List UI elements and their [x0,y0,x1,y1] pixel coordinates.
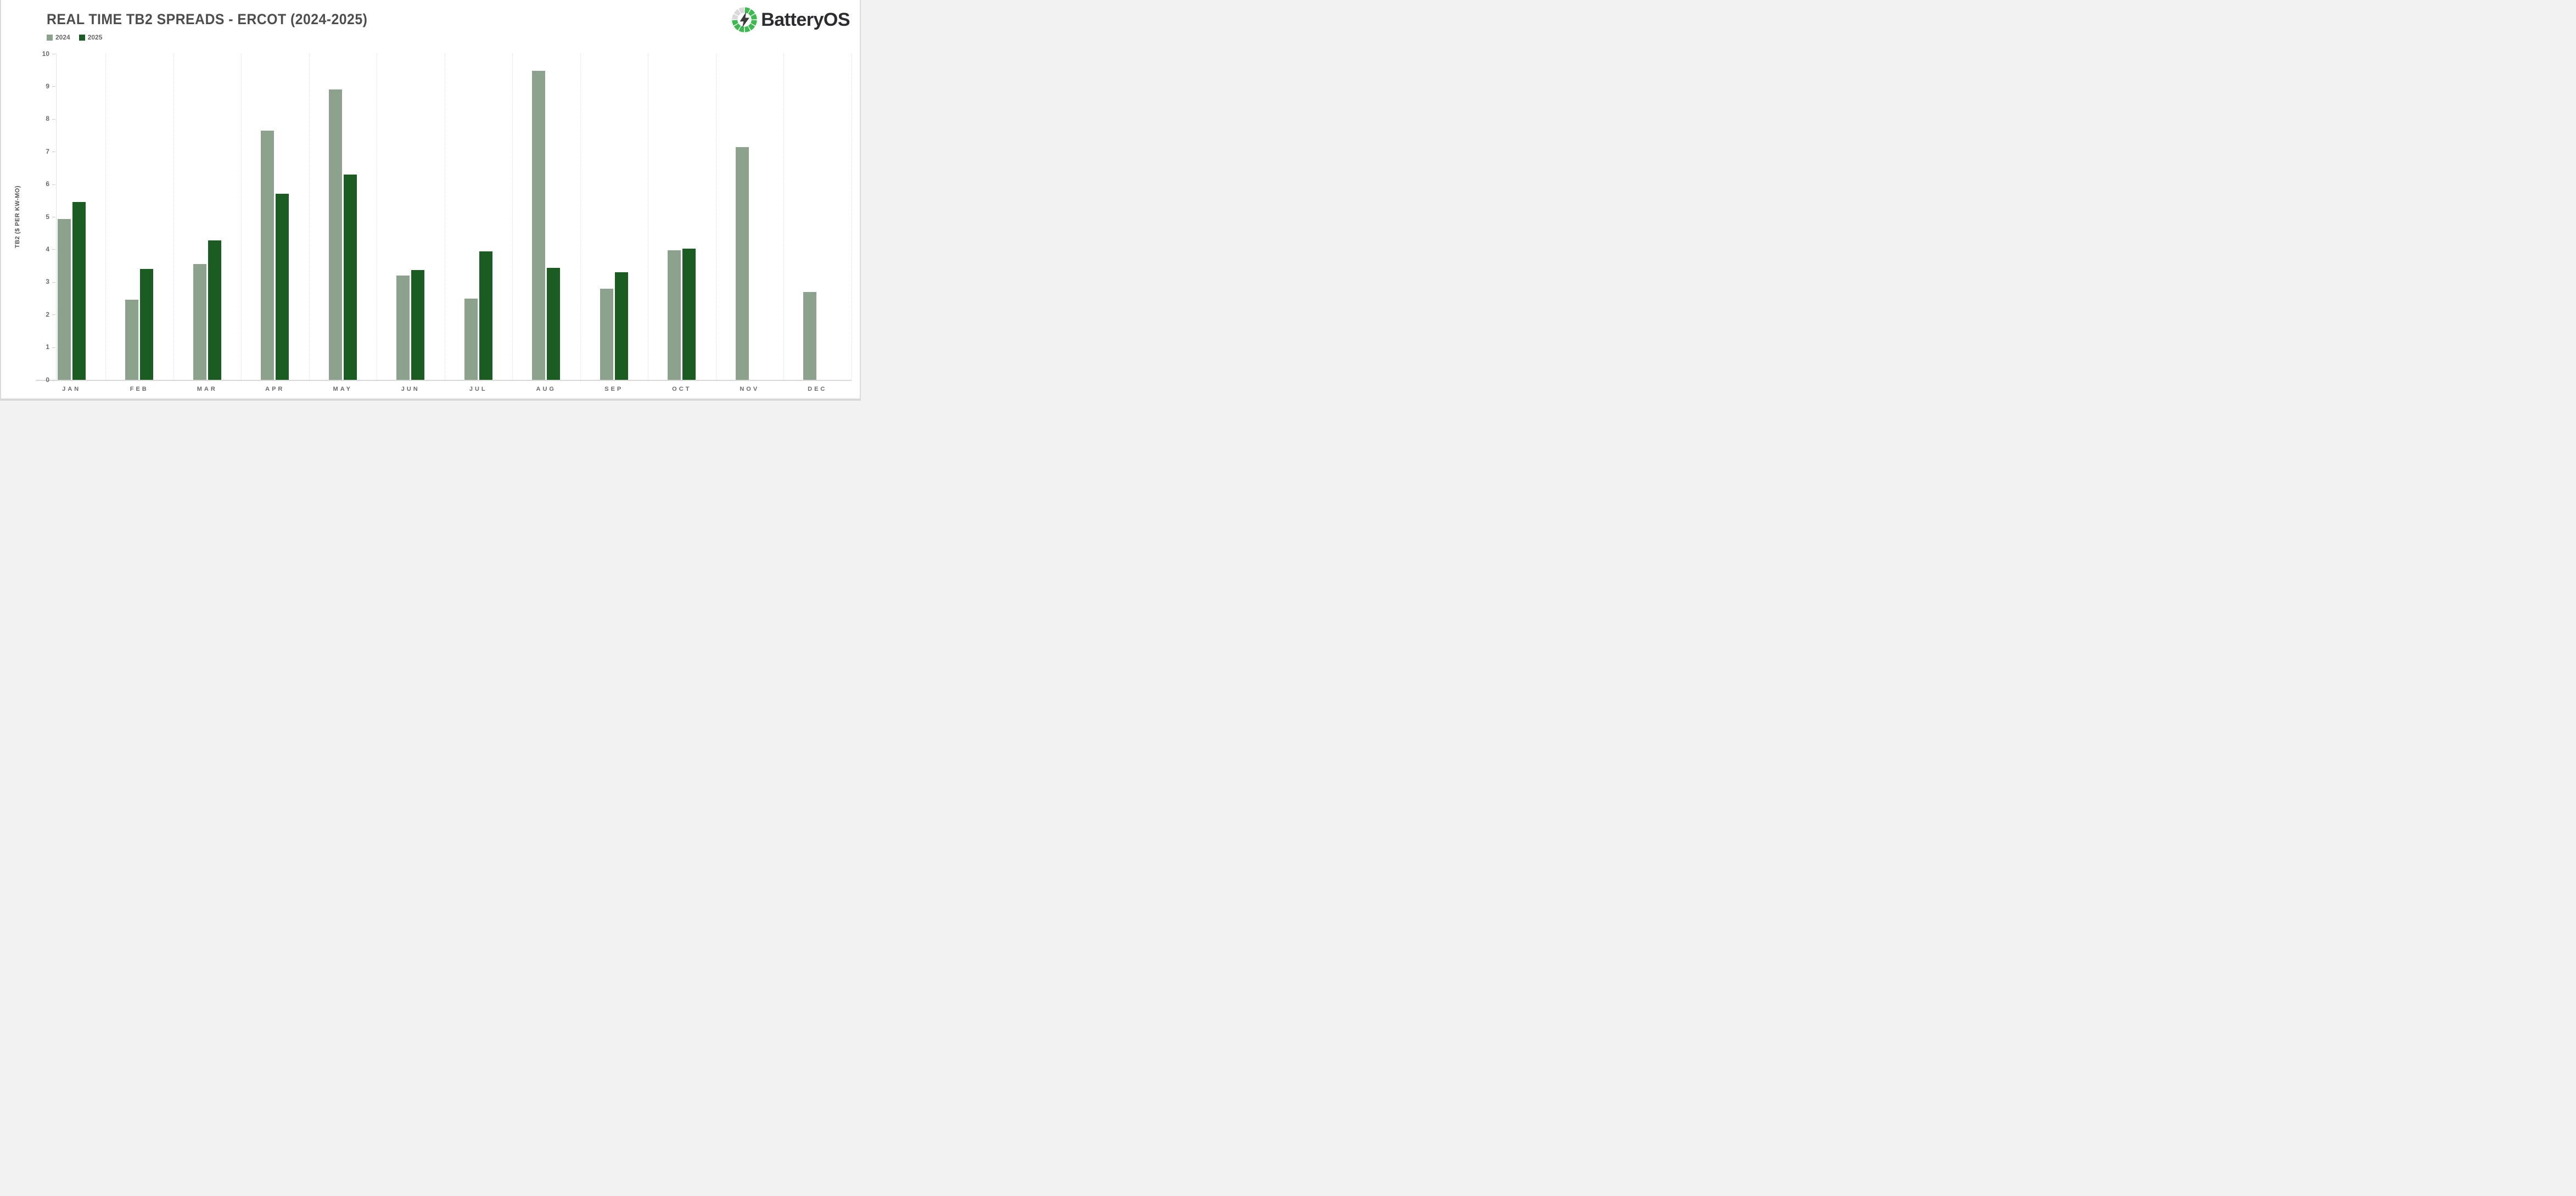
bar-2024-aug[interactable] [532,70,546,380]
x-axis-label-oct: OCT [672,386,692,392]
ring-segment [732,20,739,26]
y-tick-mark [52,347,55,348]
battery-ring-lightning-icon [732,7,757,32]
ring-segment [733,9,741,16]
y-tick-label-4: 4 [46,245,49,253]
chart-title: REAL TIME TB2 SPREADS - ERCOT (2024-2025… [47,11,368,27]
x-axis-label-apr: APR [265,386,285,392]
bar-2025-oct[interactable] [682,249,696,380]
x-axis-label-nov: NOV [740,386,760,392]
y-axis-title: TB2 ($ PER KW-MO) [14,186,21,248]
y-tick-mark [52,249,55,250]
x-axis-label-may: MAY [333,386,352,392]
batteryos-logo: BatteryOS [732,7,850,32]
y-tick-label-9: 9 [46,82,49,90]
ring-segments [732,7,757,32]
month-separator [783,54,784,380]
legend-item-2025[interactable]: 2025 [79,33,103,41]
y-tick-label-2: 2 [46,310,49,318]
y-tick-label-0: 0 [46,375,49,384]
brand-name: BatteryOS [761,9,850,30]
x-axis-label-dec: DEC [808,386,827,392]
bar-2024-jan[interactable] [57,219,71,380]
ring-segment [744,7,751,14]
ring-segment [732,14,739,20]
ring-segment [738,26,744,32]
ring-segment [748,9,755,16]
legend-swatch-2025-icon [79,34,85,41]
y-axis-line [56,54,57,380]
bar-2025-apr[interactable] [276,194,289,380]
ring-segment [733,23,741,31]
bar-2025-jun[interactable] [411,269,425,380]
y-tick-mark [52,119,55,120]
bar-2024-jun[interactable] [396,275,410,380]
lightning-bolt-icon [740,12,750,28]
y-tick-mark [52,282,55,283]
y-tick-mark [52,151,55,153]
x-axis-label-jan: JAN [62,386,81,392]
legend-label-2024: 2024 [55,33,70,41]
bar-2024-apr[interactable] [261,130,275,380]
month-separator [173,54,174,380]
x-axis-label-jul: JUL [469,386,488,392]
plot-area [56,54,852,380]
y-tick-label-8: 8 [46,115,49,123]
legend-item-2024[interactable]: 2024 [47,33,70,41]
month-separator [105,54,106,380]
bar-2025-feb[interactable] [140,269,154,380]
ring-segment [751,20,757,26]
bar-2024-dec[interactable] [803,292,817,380]
x-axis-line [36,380,852,381]
y-tick-mark [52,184,55,185]
ring-segment [751,14,757,20]
month-separator [241,54,242,380]
x-axis-label-sep: SEP [604,386,624,392]
bar-2024-nov[interactable] [735,147,749,380]
y-tick-mark [52,86,55,87]
ring-segment [748,23,755,31]
y-tick-label-7: 7 [46,147,49,155]
x-axis-label-jun: JUN [401,386,420,392]
bar-2025-mar[interactable] [208,240,221,380]
bar-2024-sep[interactable] [600,289,613,380]
bar-2025-sep[interactable] [614,272,628,380]
bar-2025-aug[interactable] [547,267,561,380]
y-tick-label-3: 3 [46,278,49,286]
chart-card: REAL TIME TB2 SPREADS - ERCOT (2024-2025… [0,0,861,401]
y-tick-label-6: 6 [46,180,49,188]
bar-2025-jul[interactable] [479,251,492,380]
chart-legend: 2024 2025 [47,33,102,41]
bar-2025-jan[interactable] [72,202,86,380]
legend-label-2025: 2025 [87,33,103,41]
bar-2024-may[interactable] [328,89,342,380]
x-axis-label-feb: FEB [130,386,149,392]
month-separator [512,54,513,380]
legend-swatch-2024-icon [47,34,53,41]
y-tick-label-1: 1 [46,343,49,351]
month-separator [309,54,310,380]
y-tick-label-10: 10 [42,49,49,58]
ring-segment [744,26,751,32]
bar-2025-may[interactable] [343,174,357,380]
bar-2024-feb[interactable] [125,299,139,380]
month-separator [580,54,581,380]
x-axis-label-mar: MAR [197,386,217,392]
bar-2024-jul[interactable] [464,299,478,380]
x-axis-label-aug: AUG [536,386,556,392]
y-tick-label-5: 5 [46,212,49,221]
bar-2024-mar[interactable] [193,264,206,380]
bar-2024-oct[interactable] [668,250,681,380]
ring-segment [738,7,744,14]
